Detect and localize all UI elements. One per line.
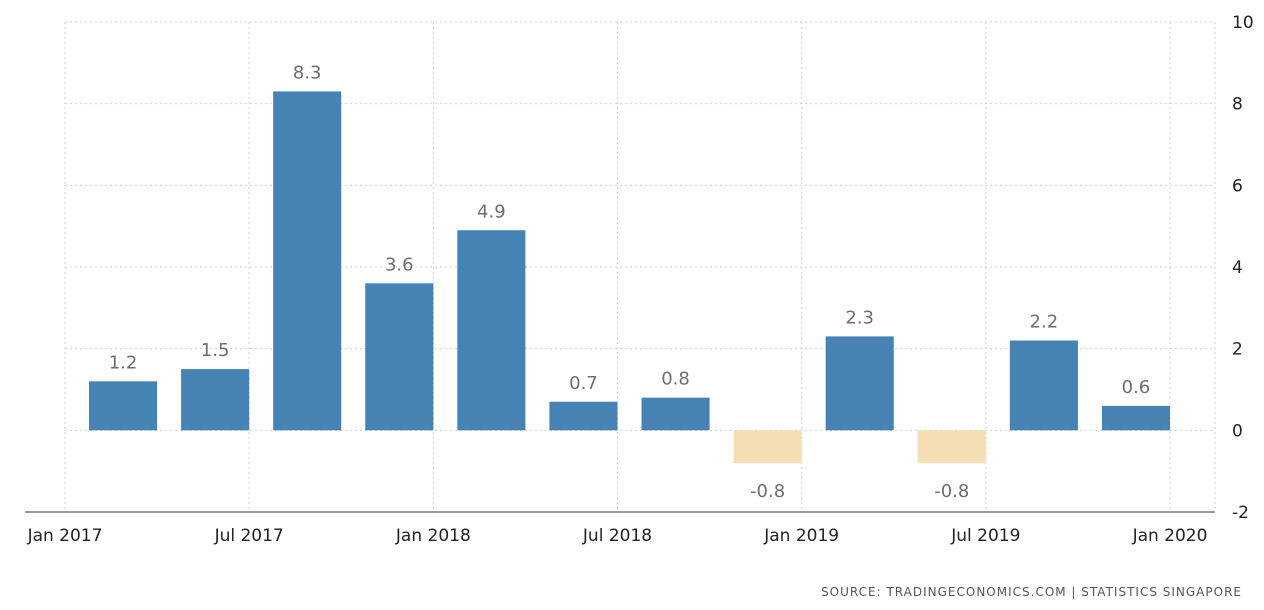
bar bbox=[273, 91, 342, 431]
bar bbox=[89, 381, 158, 431]
x-tick-label: Jul 2018 bbox=[582, 526, 652, 546]
y-tick-label: 8 bbox=[1232, 95, 1243, 115]
x-tick-label: Jul 2017 bbox=[214, 526, 284, 546]
data-label: -0.8 bbox=[934, 481, 969, 502]
bar bbox=[457, 230, 526, 431]
y-tick-label: -2 bbox=[1232, 503, 1249, 523]
y-tick-label: 6 bbox=[1232, 176, 1243, 196]
bar bbox=[1101, 405, 1170, 431]
bar bbox=[365, 283, 434, 431]
x-tick-label: Jan 2020 bbox=[1132, 526, 1208, 546]
grid-lines bbox=[64, 21, 1216, 513]
data-label: 0.7 bbox=[569, 373, 598, 394]
data-label: 8.3 bbox=[293, 62, 322, 83]
bar bbox=[1009, 340, 1078, 431]
x-tick-label: Jan 2019 bbox=[763, 526, 839, 546]
data-label: 4.9 bbox=[477, 201, 506, 222]
bars bbox=[89, 91, 1170, 463]
data-label: 3.6 bbox=[385, 254, 414, 275]
bar bbox=[825, 336, 894, 431]
data-label: 0.8 bbox=[661, 369, 690, 390]
bar bbox=[181, 369, 250, 431]
data-label: 2.3 bbox=[845, 307, 874, 328]
bar bbox=[917, 430, 986, 463]
data-label: -0.8 bbox=[750, 481, 785, 502]
y-axis: -2 0 2 4 6 8 10 bbox=[1232, 13, 1254, 523]
x-tick-label: Jan 2018 bbox=[395, 526, 471, 546]
x-tick-label: Jul 2019 bbox=[950, 526, 1020, 546]
y-tick-label: 0 bbox=[1232, 421, 1243, 441]
bar bbox=[733, 430, 802, 463]
x-tick-label: Jan 2017 bbox=[27, 526, 103, 546]
x-axis: Jan 2017 Jul 2017 Jan 2018 Jul 2018 Jan 2019… bbox=[25, 511, 1215, 546]
data-label: 1.5 bbox=[201, 340, 230, 361]
y-tick-label: 2 bbox=[1232, 340, 1243, 360]
data-label: 0.6 bbox=[1122, 377, 1151, 398]
bar bbox=[549, 401, 618, 431]
data-label: 2.2 bbox=[1030, 312, 1059, 333]
data-labels: 1.2 1.5 8.3 3.6 4.9 0.7 0.8 -0.8 2.3 -0.8 2.2 0.6 bbox=[109, 62, 1151, 502]
data-label: 1.2 bbox=[109, 352, 138, 373]
y-tick-label: 4 bbox=[1232, 258, 1243, 278]
bar bbox=[641, 397, 710, 431]
source-note: SOURCE: TRADINGECONOMICS.COM | STATISTIC… bbox=[821, 585, 1242, 599]
y-tick-label: 10 bbox=[1232, 13, 1254, 33]
